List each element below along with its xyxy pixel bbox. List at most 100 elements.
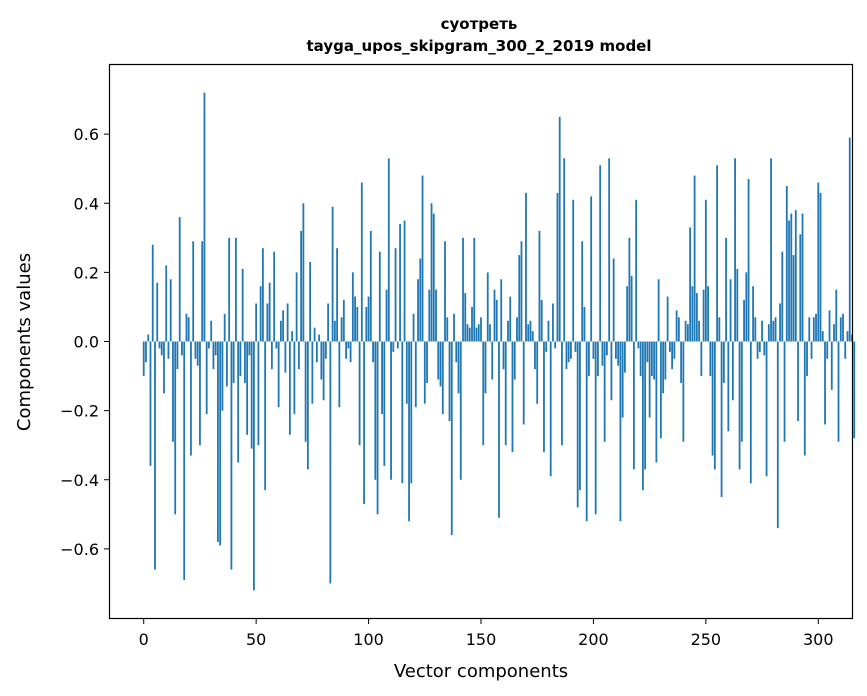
bar <box>653 341 656 380</box>
bar <box>599 165 602 342</box>
y-tick-label: 0.4 <box>74 194 99 213</box>
bar <box>812 317 815 342</box>
x-tick-label: 150 <box>466 630 497 649</box>
bar <box>837 341 840 442</box>
bar <box>788 220 790 342</box>
bar <box>432 213 435 342</box>
bar <box>644 341 647 470</box>
bar <box>151 244 154 342</box>
bar <box>367 296 370 342</box>
bar <box>327 303 330 342</box>
bar <box>235 237 237 342</box>
bar <box>241 268 244 342</box>
bar <box>219 341 222 546</box>
bar <box>731 341 734 401</box>
bar <box>839 317 842 342</box>
bar <box>408 341 410 522</box>
bar <box>842 313 844 342</box>
bar <box>615 341 617 359</box>
bar <box>763 341 766 356</box>
bar <box>504 341 507 446</box>
bar <box>601 341 604 366</box>
bar <box>626 286 629 342</box>
bar <box>282 310 285 342</box>
bar <box>779 303 781 342</box>
bar <box>183 341 186 580</box>
bar <box>828 310 831 342</box>
x-tick-label: 0 <box>139 630 149 649</box>
bar <box>169 279 172 342</box>
bar <box>691 286 694 342</box>
bar <box>632 341 635 470</box>
bar <box>736 268 739 342</box>
bar <box>333 320 336 342</box>
bar <box>507 320 509 342</box>
bar <box>749 341 752 484</box>
bar <box>608 158 611 342</box>
bar <box>765 341 768 477</box>
bar <box>419 258 422 342</box>
bar <box>612 258 615 342</box>
bar <box>844 341 847 359</box>
bar <box>549 341 552 477</box>
bar <box>704 199 707 342</box>
bar <box>261 248 264 342</box>
bar <box>340 317 343 342</box>
bar <box>439 341 442 387</box>
bar <box>570 341 572 359</box>
bar <box>347 341 350 349</box>
bar <box>167 341 170 359</box>
bar <box>192 241 195 342</box>
bar <box>666 296 669 342</box>
y-tick-label: 0.0 <box>74 333 99 352</box>
bar <box>203 92 206 342</box>
bar <box>315 341 318 363</box>
bar <box>349 341 352 363</box>
bar <box>160 341 163 356</box>
bar <box>659 341 662 439</box>
bar <box>372 341 374 363</box>
bar <box>819 192 822 342</box>
bar <box>158 341 161 349</box>
bar <box>747 179 750 342</box>
bar <box>525 192 527 342</box>
bar <box>853 341 856 439</box>
bar <box>473 237 476 342</box>
bar <box>624 341 626 373</box>
bar <box>709 341 712 377</box>
bar <box>830 341 833 390</box>
bar <box>668 341 671 352</box>
bar <box>664 341 667 380</box>
bar <box>412 313 415 342</box>
y-axis-ticks: −0.6 −0.4 −0.2 0.0 0.2 0.4 0.6 <box>60 125 110 559</box>
bar <box>223 313 226 342</box>
bar <box>466 324 469 342</box>
bar <box>617 341 620 366</box>
bar <box>176 341 179 370</box>
bar <box>414 341 417 408</box>
bar <box>511 341 514 453</box>
bar <box>394 248 397 342</box>
bar <box>686 324 689 342</box>
bar <box>572 199 575 342</box>
bar <box>277 341 280 408</box>
x-tick-label: 300 <box>803 630 834 649</box>
bar <box>628 237 631 342</box>
bar <box>142 341 145 377</box>
bar <box>199 341 201 446</box>
x-tick-label: 250 <box>691 630 722 649</box>
bar <box>576 341 579 508</box>
bar <box>662 341 665 394</box>
bar <box>707 286 709 342</box>
x-tick-label: 50 <box>246 630 266 649</box>
bar <box>689 227 692 342</box>
bar <box>581 241 584 342</box>
bar <box>743 300 745 342</box>
bar <box>322 341 325 401</box>
bar <box>565 341 568 370</box>
bar <box>833 324 835 342</box>
bar <box>403 220 406 342</box>
x-tick-label: 100 <box>353 630 384 649</box>
bar <box>385 289 388 342</box>
bar <box>297 341 300 370</box>
